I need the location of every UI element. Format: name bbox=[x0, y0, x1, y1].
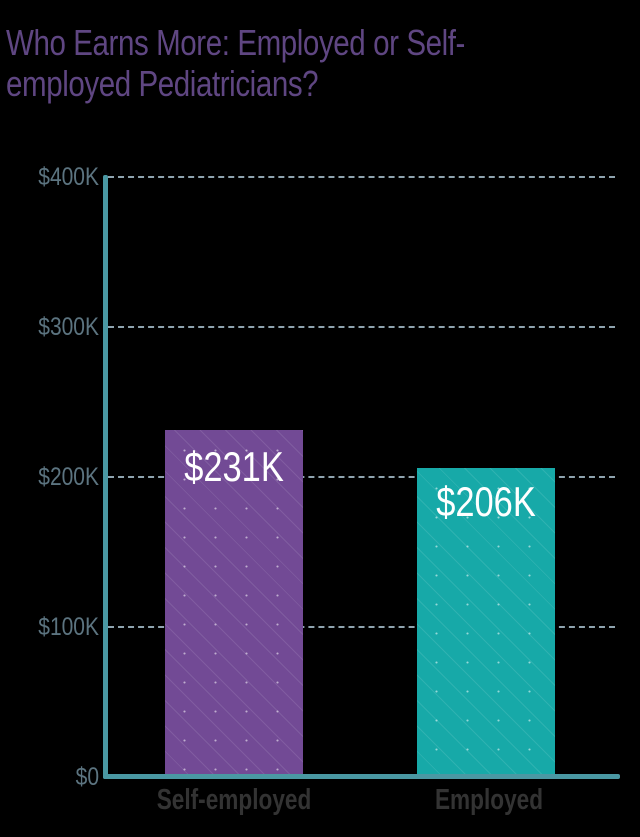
chart-title-line-2: employed Pediatricians? bbox=[6, 63, 319, 104]
gridline-400k bbox=[108, 176, 615, 178]
y-tick-300k: $300K bbox=[38, 313, 99, 341]
bar-value-employed: $206K bbox=[436, 478, 536, 525]
bar-self-employed: $231K bbox=[165, 430, 303, 776]
gridline-200k bbox=[108, 476, 615, 478]
gridline-100k bbox=[108, 626, 615, 628]
x-label-self-employed: Self-employed bbox=[156, 784, 312, 816]
chart-title: Who Earns More: Employed or Self- employ… bbox=[6, 22, 629, 104]
y-tick-400k: $400K bbox=[38, 163, 99, 191]
gridline-300k bbox=[108, 326, 615, 328]
x-axis bbox=[103, 774, 620, 779]
bar-value-self-employed: $231K bbox=[184, 443, 284, 490]
bar-employed: $206K bbox=[417, 468, 555, 776]
y-axis bbox=[103, 175, 108, 779]
chart-title-line-1: Who Earns More: Employed or Self- bbox=[6, 22, 465, 63]
x-label-employed: Employed bbox=[434, 784, 544, 816]
y-tick-100k: $100K bbox=[38, 613, 99, 641]
y-tick-0: $0 bbox=[75, 763, 99, 791]
y-tick-200k: $200K bbox=[38, 463, 99, 491]
